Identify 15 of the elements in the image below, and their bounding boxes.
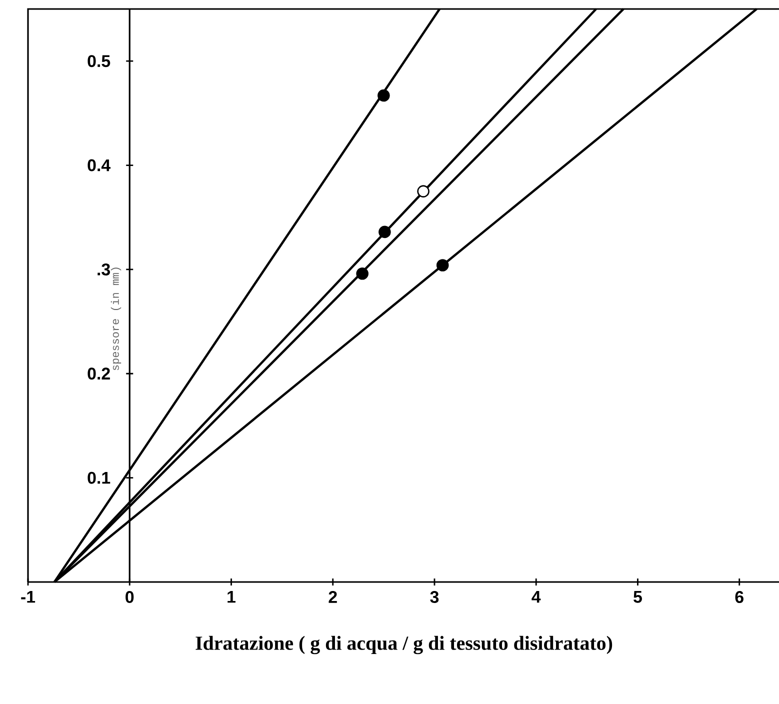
- x-tick-label: 4: [532, 591, 541, 603]
- y-axis-title: spessore (in mm): [110, 268, 122, 370]
- x-tick-label: 3: [430, 591, 439, 604]
- y-tick-label: 0.2: [88, 368, 110, 380]
- x-tick-label: 2: [328, 591, 337, 603]
- x-axis-title: Idratazione ( g di acqua / g di tessuto disidratato): [196, 636, 612, 654]
- y-tick-label: 0.5: [88, 55, 110, 68]
- x-tick-label: 6: [735, 591, 744, 604]
- y-tick-label: .3: [98, 263, 110, 276]
- y-tick-label: 0.1: [88, 472, 110, 484]
- x-tick-label: 5: [634, 591, 642, 603]
- x-tick-label: 0: [126, 591, 134, 604]
- y-tick-label: 0.4: [88, 159, 111, 172]
- x-tick-label: -1: [21, 591, 36, 603]
- x-tick-label: 1: [228, 591, 236, 603]
